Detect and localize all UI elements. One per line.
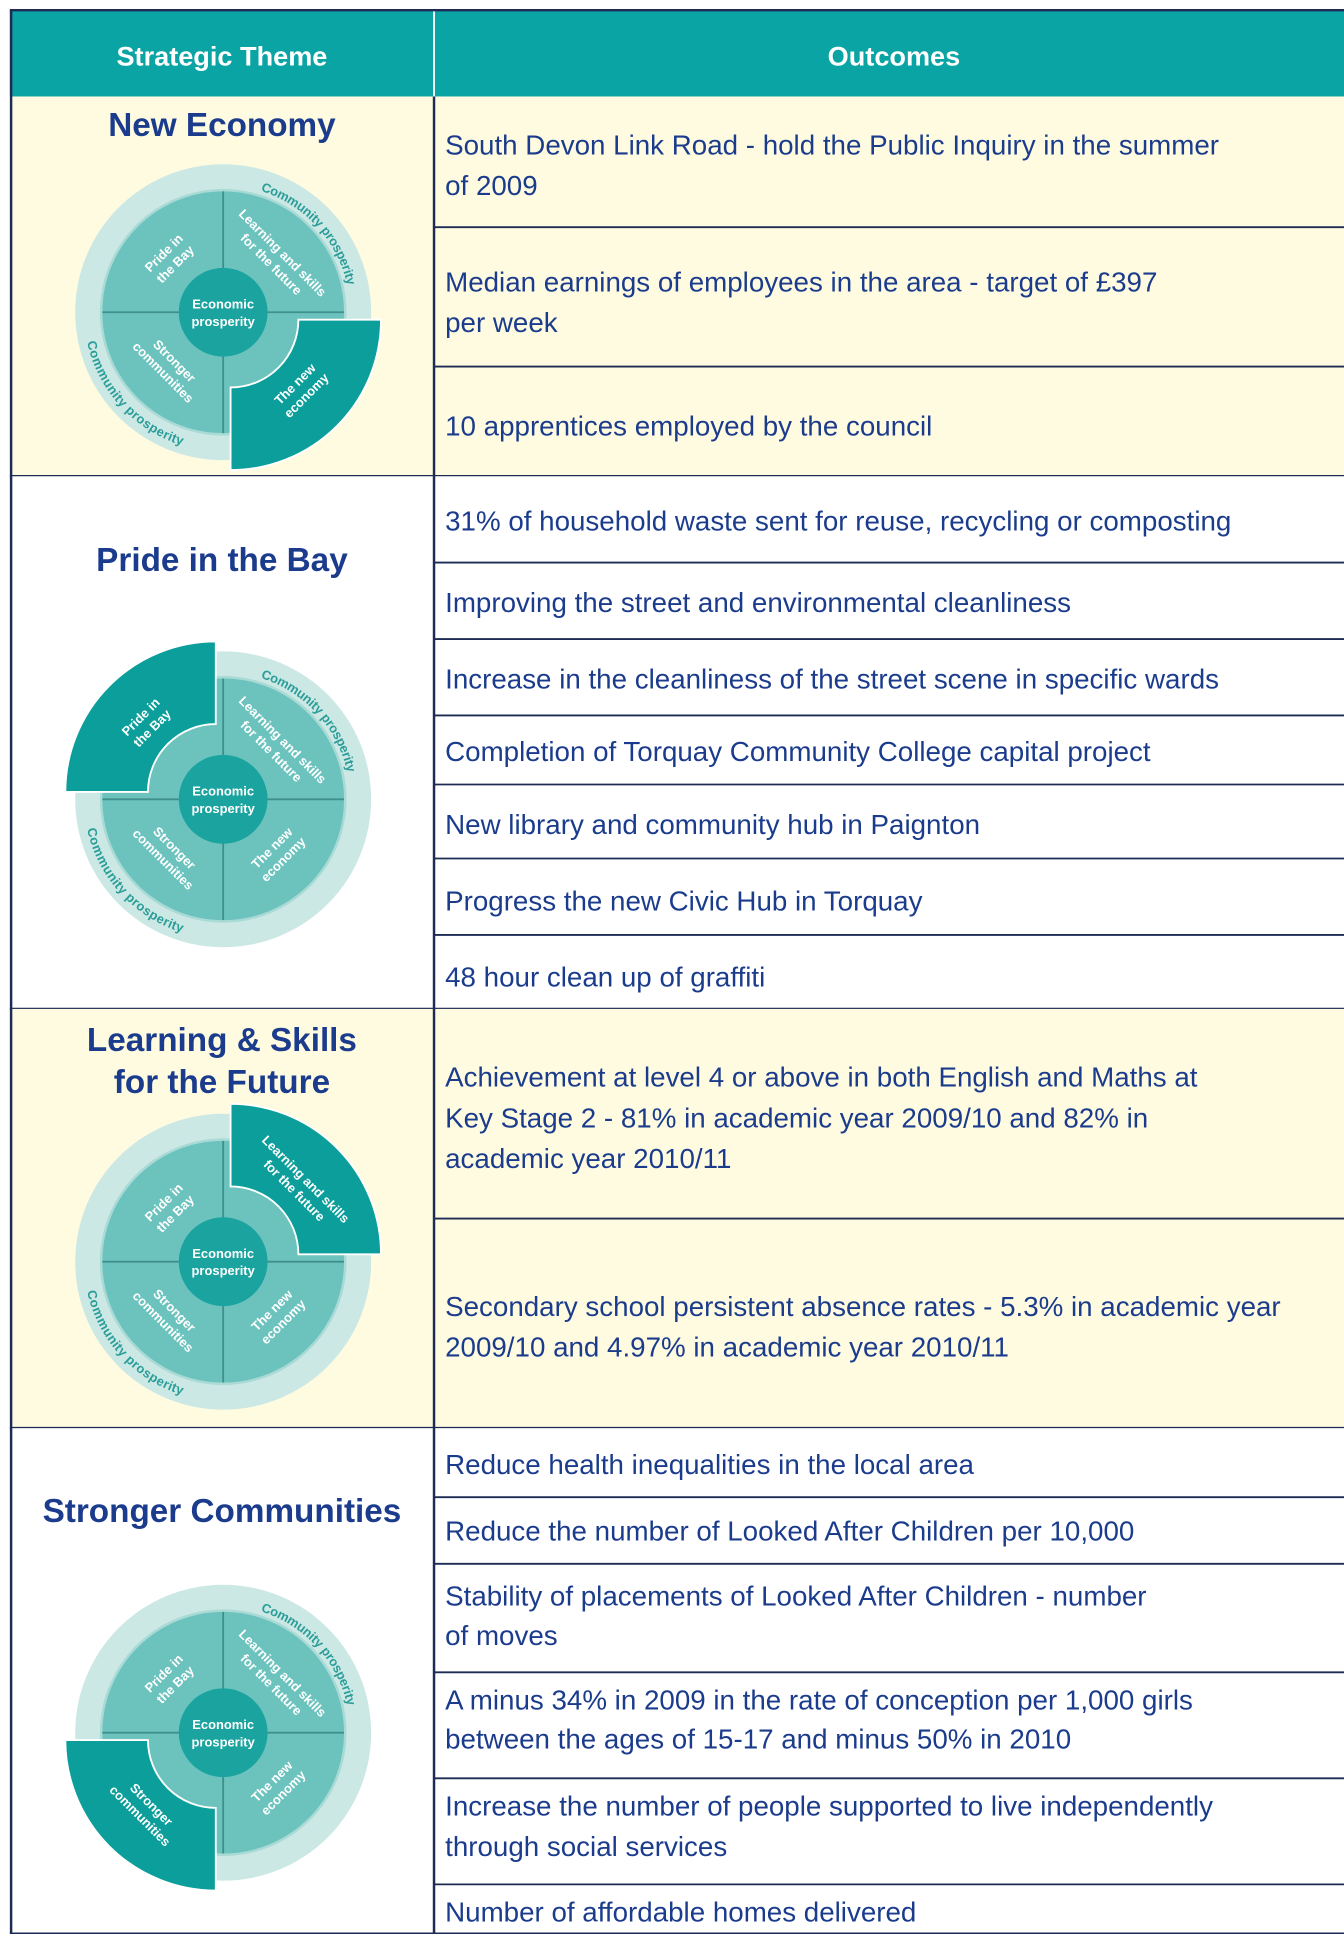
center-label: Economic [192,1717,254,1732]
highlight-segment [229,318,382,472]
center-label: Economic [192,1246,254,1261]
outcome-text: 31% of household waste sent for reuse, r… [445,506,1231,537]
header-theme: Strategic Theme [116,41,327,72]
outcome-text: Improving the street and environmental c… [445,587,1071,618]
center-label: Economic [192,297,254,312]
outcome-text: South Devon Link Road - hold the Public … [445,129,1219,160]
theme-title: Learning & Skills [87,1022,357,1059]
center-circle [178,1688,268,1778]
center-label: Economic [192,784,254,799]
header-bar [9,10,1344,97]
highlight-segment [64,640,217,793]
highlight-segment [229,1102,382,1256]
center-circle [178,267,268,357]
center-label: prosperity [192,314,256,329]
outcome-text: of moves [445,1620,558,1651]
theme-title: New Economy [108,107,336,144]
outcome-text: A minus 34% in 2009 in the rate of conce… [445,1684,1193,1715]
outcome-text: Number of affordable homes delivered [445,1896,916,1927]
outcome-text: between the ages of 15-17 and minus 50% … [445,1724,1071,1755]
center-circle [178,1217,268,1307]
outcome-text: Median earnings of employees in the area… [445,266,1157,297]
outcome-text: Increase the number of people supported … [445,1790,1213,1821]
outcome-text: Stability of placements of Looked After … [445,1581,1146,1612]
outcome-text: through social services [445,1831,727,1862]
outcome-text: Secondary school persistent absence rate… [445,1291,1281,1322]
outcome-text: New library and community hub in Paignto… [445,809,980,840]
outcome-text: Reduce the number of Looked After Childr… [445,1515,1134,1546]
outcome-text: academic year 2010/11 [445,1143,731,1174]
highlight-segment [64,1739,217,1892]
outcome-text: 10 apprentices employed by the council [445,411,932,442]
outcome-text: Key Stage 2 - 81% in academic year 2009/… [445,1102,1148,1133]
center-circle [178,754,268,844]
outcome-text: of 2009 [445,170,538,201]
theme-title: for the Future [114,1064,330,1101]
center-label: prosperity [192,1734,256,1749]
outcome-text: Achievement at level 4 or above in both … [445,1062,1198,1093]
outcome-text: Completion of Torquay Community College … [445,736,1151,767]
outcome-text: Reduce health inequalities in the local … [445,1449,974,1480]
center-label: prosperity [192,1263,256,1278]
header-outcomes: Outcomes [828,41,961,72]
outcome-text: 2009/10 and 4.97% in academic year 2010/… [445,1332,1009,1363]
theme-title: Pride in the Bay [96,542,348,579]
outcome-text: 48 hour clean up of graffiti [445,962,765,993]
outcome-text: Increase in the cleanliness of the stree… [445,663,1219,694]
center-label: prosperity [192,801,256,816]
outcome-text: Progress the new Civic Hub in Torquay [445,885,922,916]
outcome-text: per week [445,307,558,338]
theme-title: Stronger Communities [43,1493,402,1530]
